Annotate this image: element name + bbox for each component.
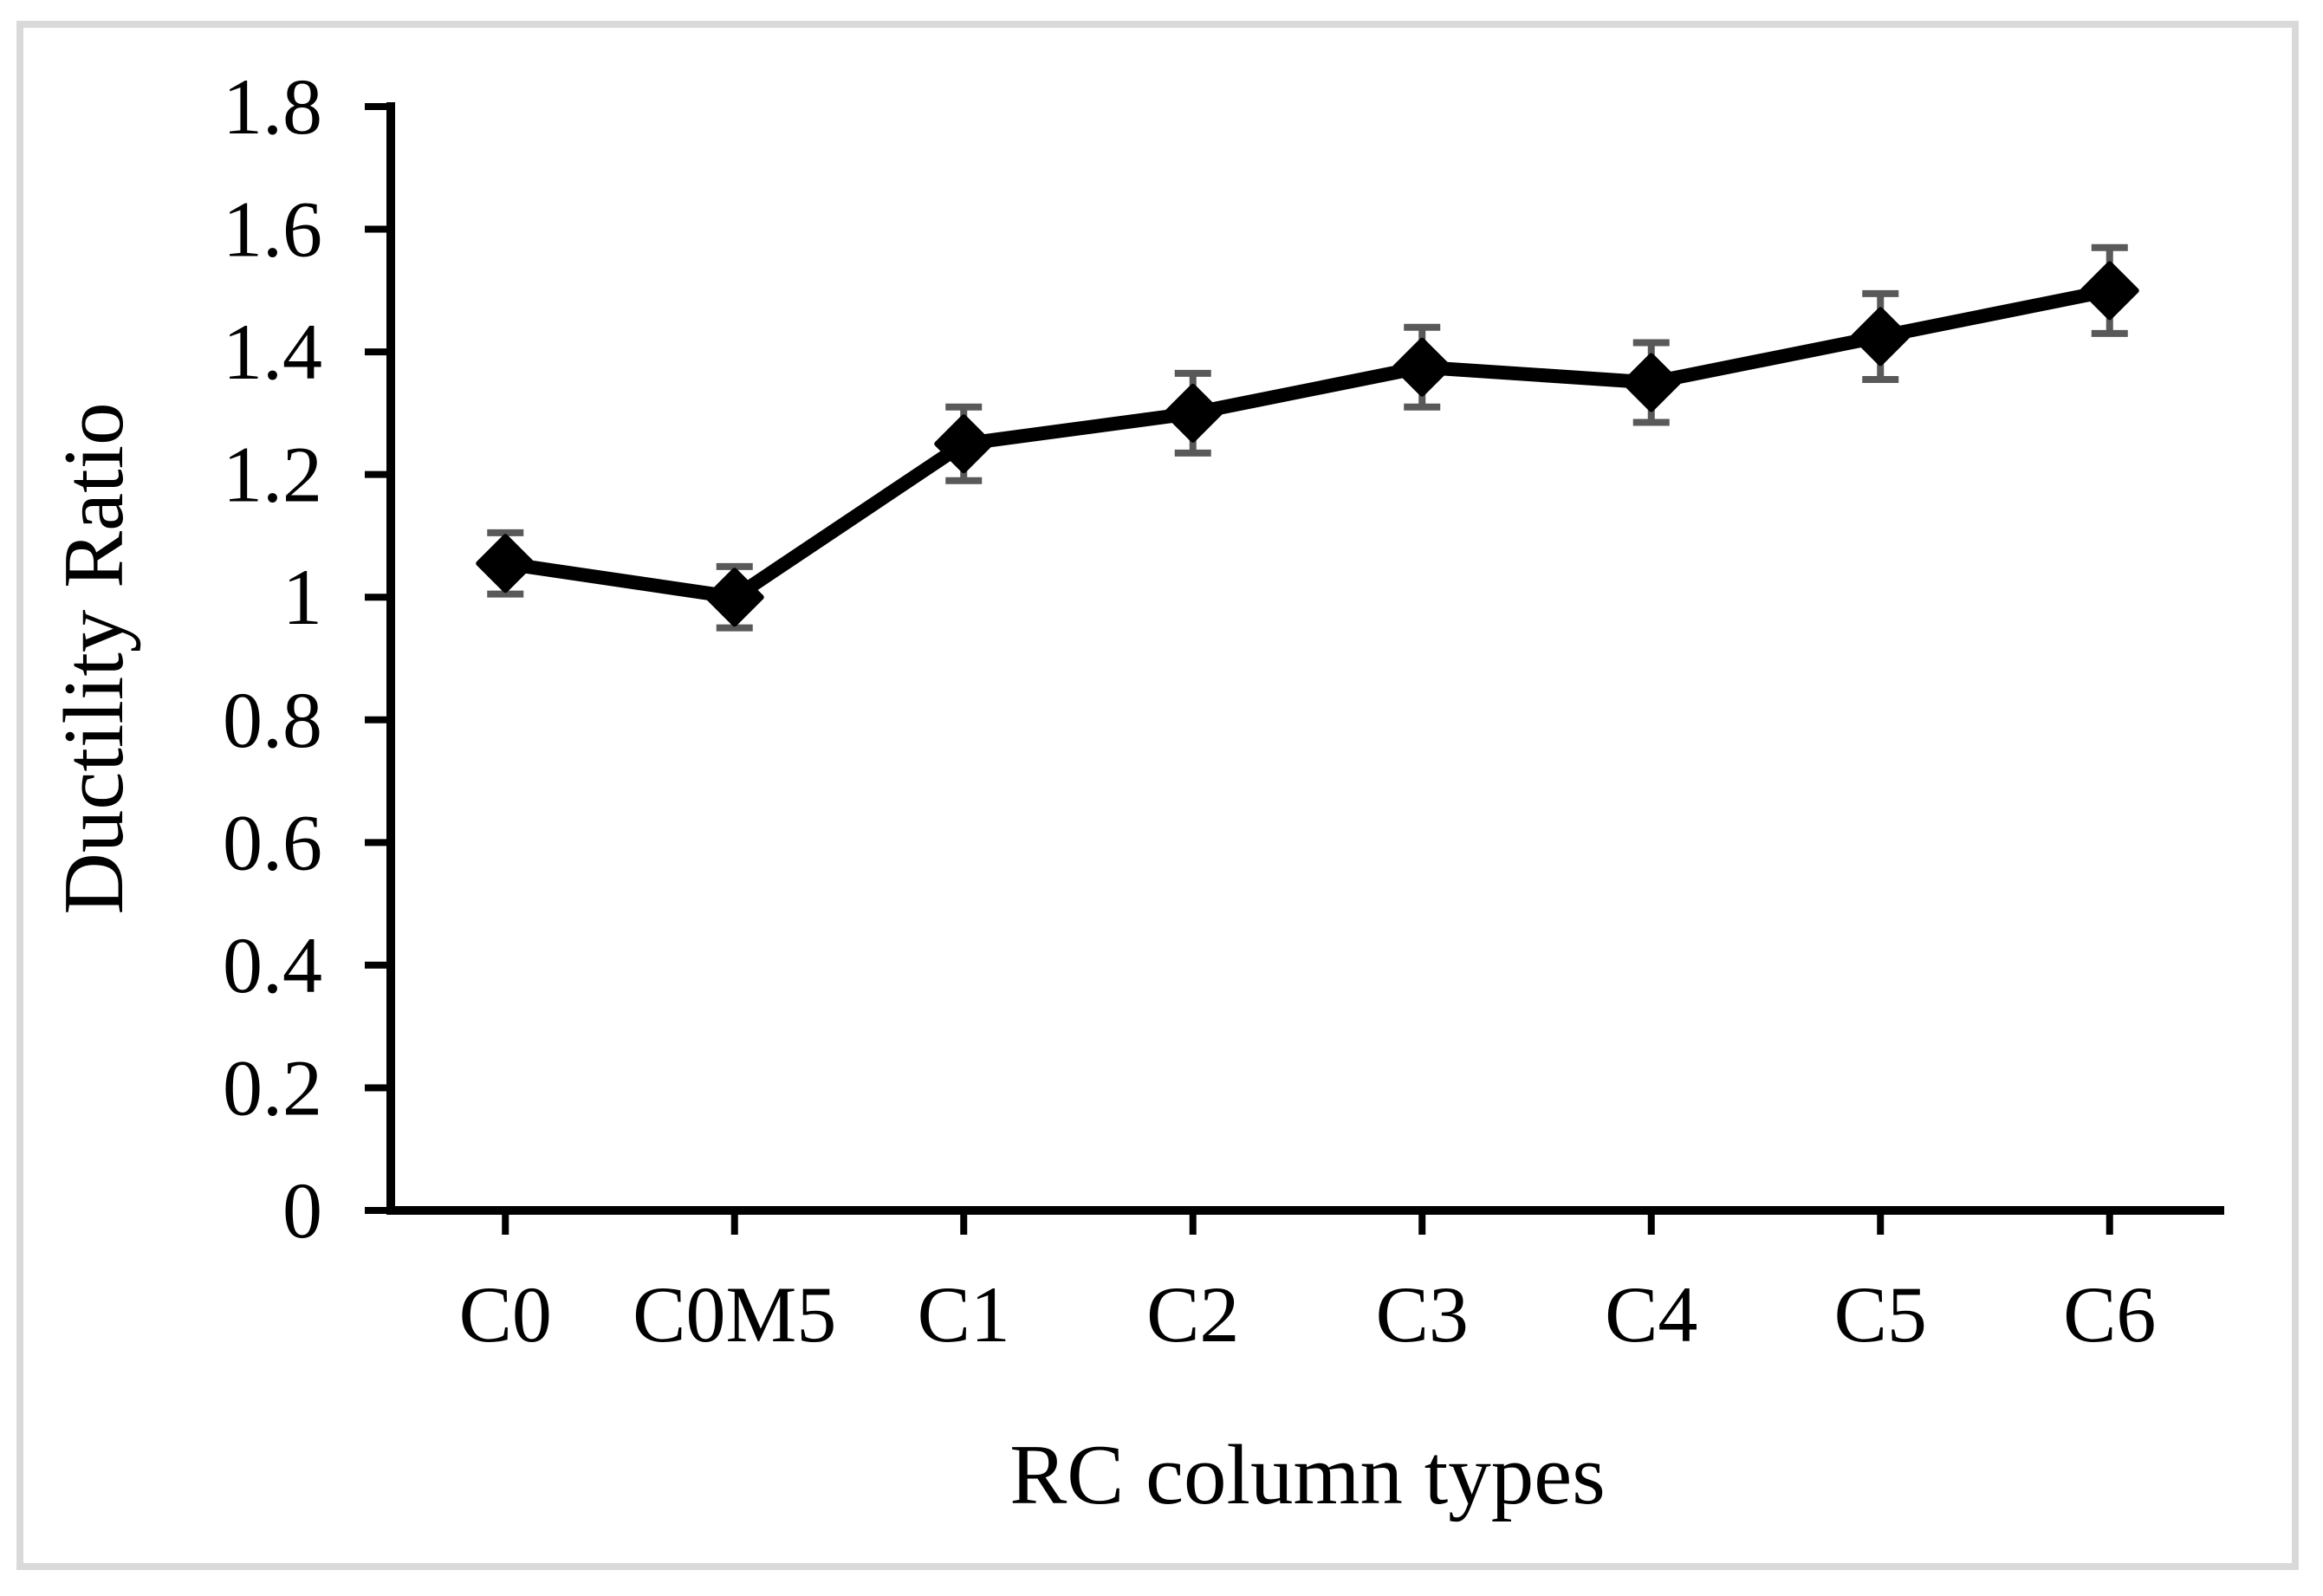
data-point-marker-C0M5 xyxy=(704,568,764,627)
data-point-marker-C3 xyxy=(1392,337,1452,397)
y-tick-label: 0 xyxy=(282,1166,322,1255)
x-tick-label: C3 xyxy=(1376,1270,1469,1359)
plot-area: 0 0.2 0.4 0.6 0.8 1 1.2 1.4 1.6 1.8 C0 C0M5 C1 C2 C3 C4… xyxy=(223,62,2224,1359)
x-tick-label: C1 xyxy=(918,1270,1010,1359)
x-tick-label: C4 xyxy=(1605,1270,1697,1359)
x-axis-title: RC column types xyxy=(1009,1428,1606,1522)
y-tick-label: 0.2 xyxy=(223,1043,322,1132)
x-tick-label: C5 xyxy=(1834,1270,1927,1359)
y-tick-label: 1.6 xyxy=(223,185,322,274)
y-tick-label: 1.8 xyxy=(223,62,322,151)
y-tick-label: 1.4 xyxy=(223,308,322,396)
x-tick-label: C0 xyxy=(459,1270,552,1359)
x-tick-label: C2 xyxy=(1146,1270,1239,1359)
data-point-marker-C2 xyxy=(1163,383,1223,443)
data-line xyxy=(504,283,2112,605)
y-tick-label: 0.4 xyxy=(223,921,322,1009)
x-tick-label: C6 xyxy=(2063,1270,2156,1359)
x-tick-label: C0M5 xyxy=(633,1270,836,1359)
y-tick-label: 1.2 xyxy=(223,431,322,519)
data-point-marker-C0 xyxy=(476,534,535,594)
y-tick-label: 0.8 xyxy=(223,676,322,764)
y-tick-label: 0.6 xyxy=(223,798,322,886)
data-point-marker-C4 xyxy=(1621,353,1681,412)
data-point-marker-C6 xyxy=(2080,261,2139,321)
y-axis-title: Ductility Ratio xyxy=(47,402,141,914)
data-point-marker-C1 xyxy=(934,414,994,474)
data-point-marker-C5 xyxy=(1851,307,1911,367)
y-tick-label: 1 xyxy=(282,553,322,641)
